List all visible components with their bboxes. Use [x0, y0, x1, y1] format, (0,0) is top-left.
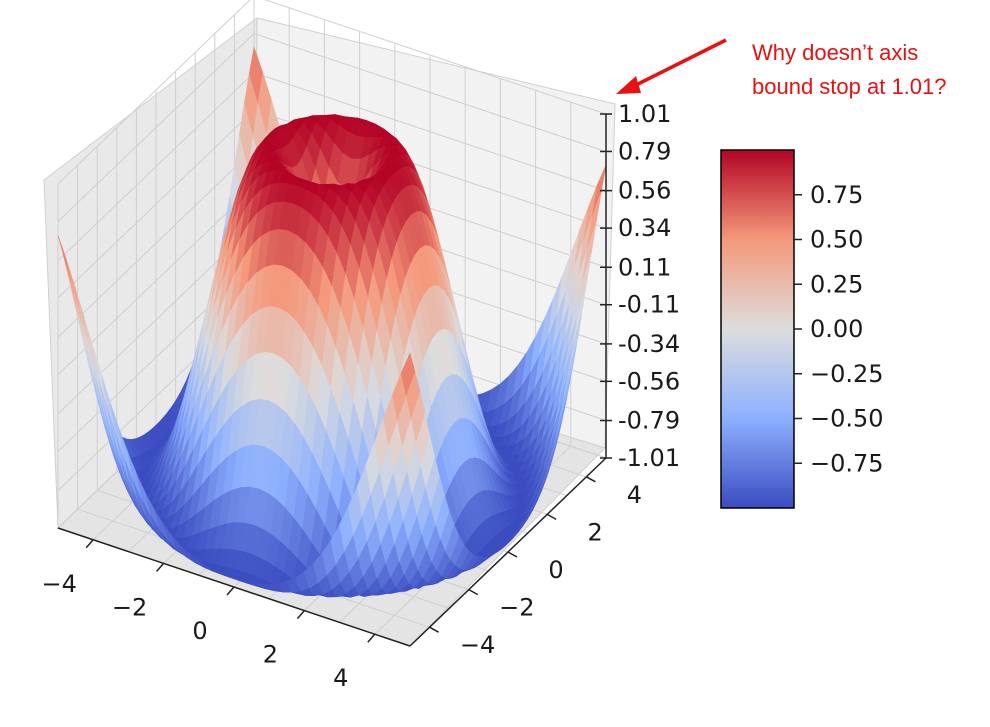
- colorbar-ticks: 0.75 0.50 0.25 0.00 −0.25 −0.50 −0.75: [794, 181, 884, 477]
- axis-ticks: [57, 113, 612, 647]
- y-tick-label: 4: [627, 481, 642, 509]
- x-tick: [367, 633, 376, 643]
- arrow-shaft: [629, 38, 727, 90]
- z-tick-label: -0.34: [618, 330, 680, 358]
- annotation-arrow: [616, 38, 727, 94]
- arrow-head-icon: [616, 76, 641, 94]
- x-tick-label: −4: [42, 570, 77, 598]
- z-tick-label: 0.56: [618, 177, 671, 205]
- z-tick-label: -0.79: [618, 407, 680, 435]
- colorbar-tick-label: 0.50: [810, 226, 863, 254]
- y-tick: [546, 513, 557, 521]
- colorbar-tick-label: 0.00: [810, 315, 863, 343]
- x-tick: [296, 610, 305, 620]
- annotation-note: Why doesn’t axis bound stop at 1.01?: [752, 36, 982, 104]
- y-tick: [586, 476, 596, 483]
- x-axis-labels: −4 −2 0 2 4: [42, 570, 349, 692]
- colorbar-tick-label: −0.75: [810, 449, 884, 477]
- annotation-line-2: bound stop at 1.01?: [752, 74, 947, 99]
- y-tick: [429, 626, 439, 633]
- surface-plot: [57, 46, 607, 598]
- z-tick-label: -0.11: [618, 291, 680, 319]
- z-axis-labels: 1.01 0.79 0.56 0.34 0.11 -0.11 -0.34 -0.56 -0.79…: [618, 100, 680, 472]
- y-tick-label: −4: [460, 631, 495, 659]
- surface-patch: [400, 352, 416, 396]
- z-tick-label: -0.56: [618, 367, 680, 395]
- z-tick-label: 1.01: [618, 100, 671, 128]
- colorbar-tick-label: 0.75: [810, 181, 863, 209]
- z-tick-label: 0.34: [618, 214, 671, 242]
- z-tick-label: 0.79: [618, 137, 671, 165]
- colorbar-bar: [720, 149, 795, 509]
- x-tick-label: 0: [192, 617, 207, 645]
- colorbar: 0.75 0.50 0.25 0.00 −0.25 −0.50 −0.75: [720, 149, 884, 509]
- x-tick: [226, 586, 235, 596]
- y-tick-label: 0: [548, 556, 563, 584]
- y-tick-label: −2: [499, 594, 534, 622]
- colorbar-tick-label: −0.50: [810, 405, 884, 433]
- z-tick-label: -1.01: [618, 444, 680, 472]
- colorbar-tick-label: −0.25: [810, 360, 884, 388]
- x-tick: [85, 539, 94, 549]
- y-tick-label: 2: [588, 518, 603, 546]
- x-tick-label: 4: [333, 664, 348, 692]
- z-tick-label: 0.11: [618, 253, 671, 281]
- x-tick-label: 2: [263, 641, 278, 669]
- y-tick: [468, 588, 479, 596]
- annotation-line-1: Why doesn’t axis: [752, 40, 919, 65]
- colorbar-tick-label: 0.25: [810, 270, 863, 298]
- x-tick: [156, 562, 165, 572]
- y-axis-labels: −4−2 024: [460, 481, 642, 659]
- x-tick-label: −2: [112, 593, 147, 621]
- y-tick: [507, 551, 518, 558]
